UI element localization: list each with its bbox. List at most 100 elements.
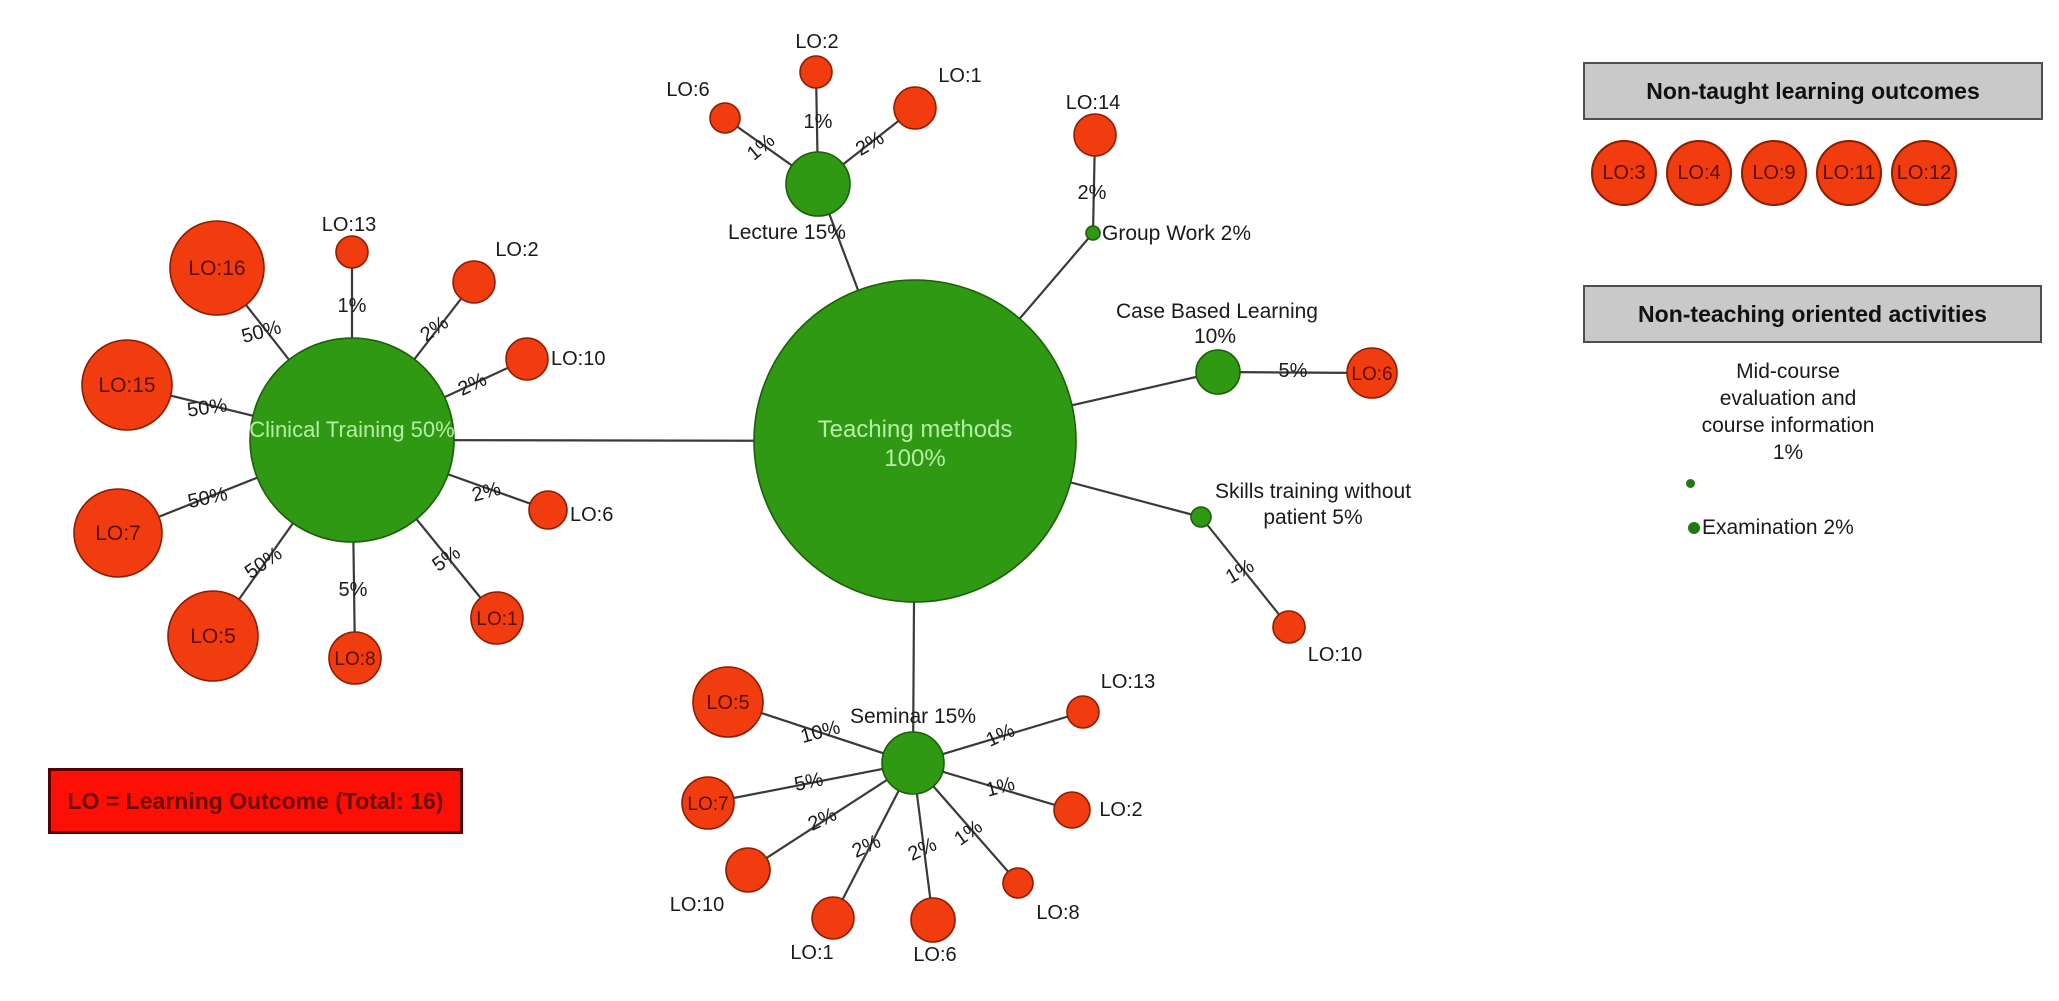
midcourse-dot-icon bbox=[1686, 479, 1695, 488]
non-taught-header: Non-taught learning outcomes bbox=[1583, 62, 2043, 120]
node-label-c7-0: LO:7 bbox=[95, 522, 141, 545]
node-label-s1-0: LO:1 bbox=[790, 942, 833, 964]
node-s5 bbox=[692, 666, 764, 738]
examination-item: Examination 2% bbox=[1688, 516, 1854, 540]
node-label-s2-0: LO:2 bbox=[1099, 799, 1142, 821]
node-teaching bbox=[753, 279, 1077, 603]
node-label-clinical-0: Clinical Training 50% bbox=[249, 417, 454, 442]
legend-box: LO = Learning Outcome (Total: 16) bbox=[48, 768, 463, 834]
edge-label-lecture-l2: 1% bbox=[804, 111, 833, 133]
node-label-groupwork-0: Group Work 2% bbox=[1102, 222, 1251, 245]
node-c13 bbox=[335, 235, 369, 269]
node-s8 bbox=[1002, 867, 1034, 899]
node-label-sk10-0: LO:10 bbox=[1308, 644, 1362, 666]
node-seminar bbox=[881, 731, 945, 795]
node-label-c13-0: LO:13 bbox=[322, 214, 376, 236]
non-taught-circles: LO:3 LO:4 LO:9 LO:11 LO:12 bbox=[1583, 140, 2043, 206]
node-c2 bbox=[452, 260, 496, 304]
node-label-s5-0: LO:5 bbox=[706, 692, 749, 714]
node-c10 bbox=[505, 337, 549, 381]
node-label-c10-0: LO:10 bbox=[551, 348, 605, 370]
node-label-teaching-0: Teaching methods bbox=[818, 416, 1013, 443]
node-label-l1-0: LO:1 bbox=[938, 65, 981, 87]
panel-non-teaching: Non-teaching oriented activities Mid-cou… bbox=[1583, 285, 2042, 585]
node-label-casebased-0: Case Based Learning bbox=[1116, 300, 1318, 323]
node-c8 bbox=[328, 631, 382, 685]
edge-label-groupwork-g14: 2% bbox=[1078, 182, 1107, 204]
edge-label-seminar-s5: 10% bbox=[798, 716, 843, 748]
node-s13 bbox=[1066, 695, 1100, 729]
examination-label: Examination 2% bbox=[1702, 516, 1854, 539]
node-s7 bbox=[681, 776, 735, 830]
midcourse-line: evaluation and bbox=[1719, 387, 1857, 410]
midcourse-line: course information bbox=[1701, 414, 1875, 437]
edge-label-clinical-c13: 1% bbox=[338, 295, 367, 317]
node-l2 bbox=[799, 55, 833, 89]
node-sk10 bbox=[1272, 610, 1306, 644]
edge-seminar-s10 bbox=[747, 762, 914, 871]
examination-dot-icon bbox=[1688, 522, 1700, 534]
midcourse-item: Mid-course evaluation and course informati… bbox=[1583, 358, 2042, 488]
edge-label-clinical-c8: 5% bbox=[339, 579, 368, 601]
edge-label-clinical-c5: 50% bbox=[241, 542, 287, 583]
node-s1 bbox=[811, 896, 855, 940]
node-label-c8-0: LO:8 bbox=[334, 649, 375, 670]
node-label-s8-0: LO:8 bbox=[1036, 902, 1079, 924]
midcourse-line: Mid-course bbox=[1736, 360, 1840, 383]
node-label-c5-0: LO:5 bbox=[190, 625, 236, 648]
node-g14 bbox=[1073, 113, 1117, 157]
node-c6 bbox=[528, 490, 568, 530]
node-skills bbox=[1190, 506, 1212, 528]
node-c1 bbox=[470, 591, 524, 645]
edge-label-clinical-c10: 2% bbox=[455, 368, 491, 400]
node-c15 bbox=[81, 339, 173, 431]
non-taught-lo-lo4: LO:4 bbox=[1666, 140, 1732, 206]
edge-label-clinical-c7: 50% bbox=[186, 483, 230, 513]
panel-non-taught: Non-taught learning outcomes LO:3 LO:4 LO:… bbox=[1583, 62, 2043, 206]
non-taught-lo-lo9: LO:9 bbox=[1741, 140, 1807, 206]
node-c5 bbox=[167, 590, 259, 682]
node-label-g14-0: LO:14 bbox=[1066, 92, 1120, 114]
node-label-c6-0: LO:6 bbox=[570, 504, 613, 526]
node-label-s10-0: LO:10 bbox=[670, 894, 724, 916]
midcourse-lines: Mid-course evaluation and course informati… bbox=[1668, 358, 1908, 466]
edge-seminar-s7 bbox=[707, 761, 914, 805]
node-label-teaching-1: 100% bbox=[884, 445, 945, 472]
node-label-l6-0: LO:6 bbox=[666, 79, 709, 101]
node-l1 bbox=[893, 86, 937, 130]
node-label-c15-0: LO:15 bbox=[98, 374, 155, 397]
node-label-l2-0: LO:2 bbox=[795, 31, 838, 53]
edge-label-seminar-s13: 1% bbox=[983, 719, 1019, 751]
edge-skills-sk10 bbox=[1200, 516, 1290, 628]
node-label-s13-0: LO:13 bbox=[1101, 671, 1155, 693]
node-clinical bbox=[249, 337, 455, 543]
non-teaching-header: Non-teaching oriented activities bbox=[1583, 285, 2042, 343]
edge-label-seminar-s2: 1% bbox=[984, 773, 1018, 802]
node-groupwork bbox=[1085, 225, 1101, 241]
edge-label-seminar-s8: 1% bbox=[950, 816, 986, 851]
node-s2 bbox=[1053, 791, 1091, 829]
midcourse-line: 1% bbox=[1772, 441, 1804, 464]
node-label-lecture-0: Lecture 15% bbox=[728, 221, 846, 244]
node-label-s7-0: LO:7 bbox=[687, 794, 728, 815]
node-c7 bbox=[73, 488, 163, 578]
node-c16 bbox=[169, 220, 265, 316]
non-taught-lo-lo3: LO:3 bbox=[1591, 140, 1657, 206]
node-label-seminar-0: Seminar 15% bbox=[850, 705, 976, 728]
non-taught-lo-lo11: LO:11 bbox=[1816, 140, 1882, 206]
edge-label-skills-sk10: 1% bbox=[1222, 555, 1258, 589]
node-lecture bbox=[785, 151, 851, 217]
node-label-casebased-1: 10% bbox=[1194, 325, 1236, 348]
edge-label-seminar-s7: 5% bbox=[792, 768, 825, 796]
node-casebased bbox=[1195, 349, 1241, 395]
edge-label-seminar-s6: 2% bbox=[905, 833, 941, 865]
edge-label-clinical-c15: 50% bbox=[186, 394, 229, 421]
node-label-c2-0: LO:2 bbox=[495, 239, 538, 261]
node-label-c16-0: LO:16 bbox=[188, 257, 245, 280]
edge-label-casebased-cb6: 5% bbox=[1279, 360, 1308, 382]
edge-label-clinical-c6: 2% bbox=[470, 478, 504, 507]
node-s6 bbox=[910, 897, 956, 943]
edge-label-seminar-s1: 2% bbox=[849, 830, 885, 862]
